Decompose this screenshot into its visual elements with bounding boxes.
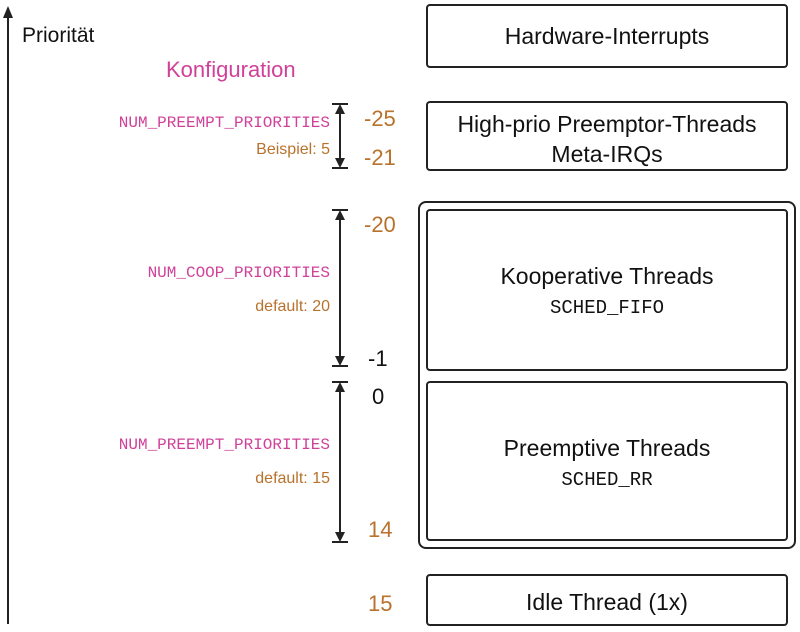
config-note-coop: default: 20	[255, 298, 330, 315]
meta-irq-box: High-prio Preemptor-Threads Meta-IRQs	[426, 101, 788, 171]
priority-top-coop: -20	[364, 212, 396, 237]
config-name-meta: NUM_PREEMPT_PRIORITIES	[118, 114, 330, 132]
priority-idle: 15	[368, 591, 393, 616]
coop-threads-box: Kooperative Threads SCHED_FIFO	[426, 209, 788, 371]
config-name-preempt: NUM_PREEMPT_PRIORITIES	[118, 436, 330, 454]
config-name-coop: NUM_COOP_PRIORITIES	[147, 264, 330, 282]
bracket-meta-irq	[332, 103, 348, 169]
coop-threads-title: Kooperative Threads	[500, 263, 714, 289]
preempt-threads-box: Preemptive Threads SCHED_RR	[426, 381, 788, 541]
idle-thread-label: Idle Thread (1x)	[526, 589, 688, 615]
priority-bottom-meta: -21	[364, 145, 396, 170]
idle-thread-box: Idle Thread (1x)	[426, 574, 788, 626]
priority-top-meta: -25	[364, 106, 396, 131]
hardware-interrupts-box: Hardware-Interrupts	[426, 4, 788, 68]
preempt-threads-policy: SCHED_RR	[561, 469, 653, 491]
priority-bottom-preempt: 14	[368, 517, 393, 542]
config-note-preempt: default: 15	[255, 470, 330, 487]
preempt-threads-title: Preemptive Threads	[503, 435, 711, 461]
config-heading: Konfiguration	[166, 57, 296, 82]
bracket-preempt	[332, 381, 348, 543]
config-note-meta: Beispiel: 5	[256, 141, 330, 158]
bracket-coop	[332, 209, 348, 367]
coop-threads-policy: SCHED_FIFO	[549, 297, 665, 319]
meta-irq-line2: Meta-IRQs	[551, 141, 663, 167]
priority-top-preempt: 0	[372, 384, 385, 409]
priority-bottom-coop: -1	[368, 346, 388, 371]
meta-irq-line1: High-prio Preemptor-Threads	[457, 111, 757, 137]
hardware-interrupts-label: Hardware-Interrupts	[504, 23, 710, 49]
priority-axis-arrowhead	[3, 6, 13, 18]
axis-label: Priorität	[22, 24, 95, 47]
